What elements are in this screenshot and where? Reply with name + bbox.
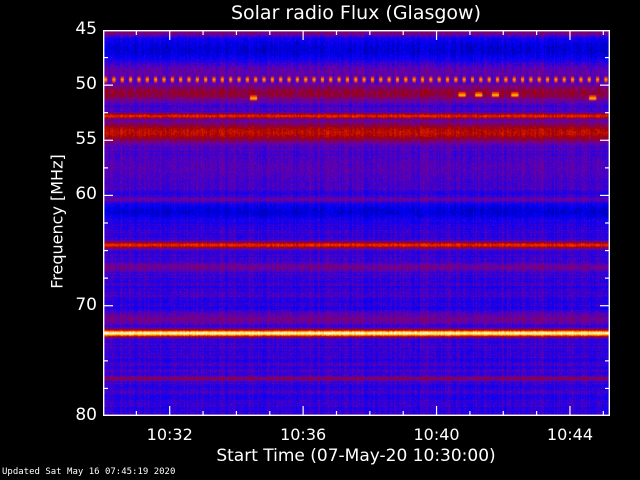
- plot-border: [103, 30, 610, 416]
- chart-title: Solar radio Flux (Glasgow): [230, 2, 482, 24]
- x-tick-label: 10:36: [280, 425, 327, 444]
- y-tick-label: 55: [75, 129, 97, 150]
- x-tick-label: 10:32: [146, 425, 193, 444]
- y-tick-label: 45: [75, 19, 97, 39]
- x-tick-label: 10:44: [546, 425, 594, 444]
- updated-timestamp: Updated Sat May 16 07:45:19 2020: [2, 467, 176, 477]
- x-tick-label: 10:40: [413, 425, 460, 444]
- x-axis-title: Start Time (07-May-20 10:30:00): [216, 446, 496, 466]
- y-axis-title: Frequency [MHz]: [47, 154, 67, 289]
- axes-frame: [103, 30, 610, 416]
- spectrogram-heatmap: [103, 30, 610, 416]
- y-tick-label: 70: [75, 294, 97, 315]
- y-tick-label: 60: [75, 184, 97, 205]
- y-tick-label: 80: [75, 405, 97, 425]
- y-tick-label: 50: [75, 74, 97, 95]
- plot-area: [103, 30, 610, 416]
